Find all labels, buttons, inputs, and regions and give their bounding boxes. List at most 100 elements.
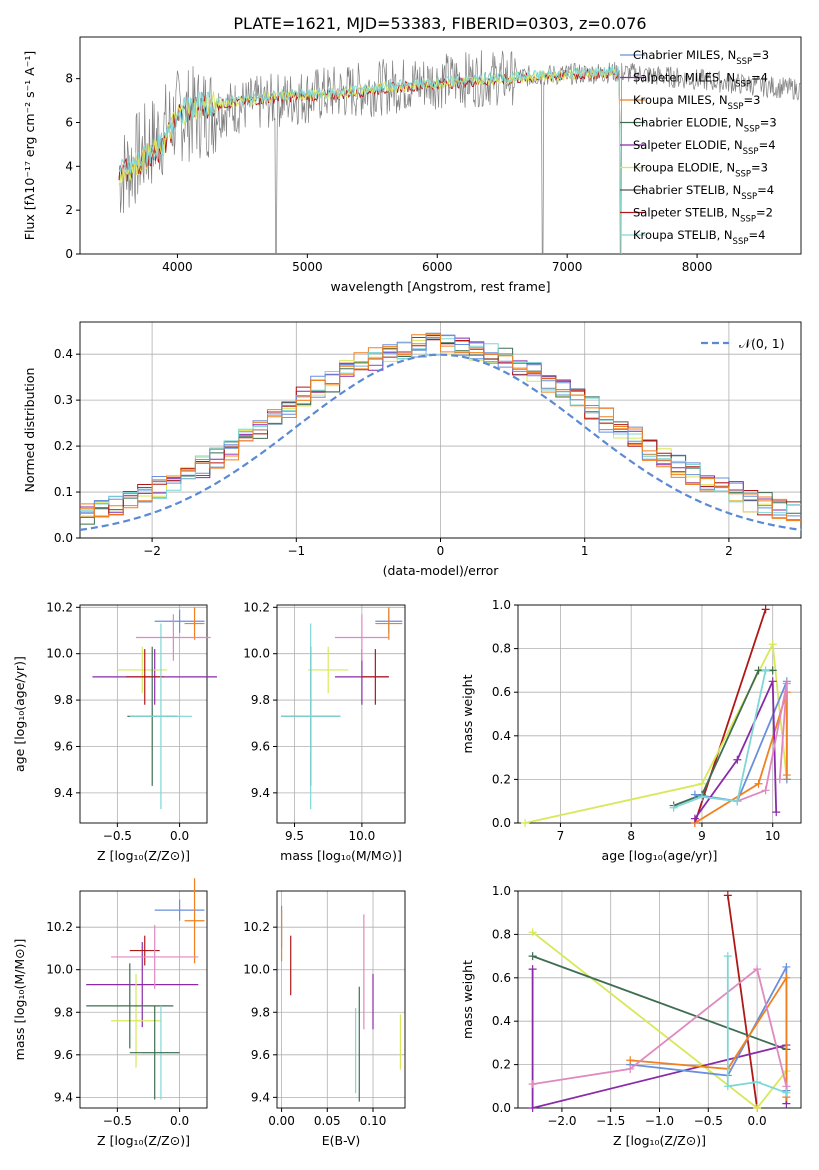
legend-main-6: Chabrier STELIB, N	[633, 183, 741, 197]
spectrum-xtick-label-1: 5000	[292, 260, 323, 274]
residuals-ylabel: Normed distribution	[22, 368, 37, 493]
mass_vs_Z-axes: −0.5 0.0 9.4 9.6 9.8 10.0 10.2 Z [log₁₀(Z/Z⊙)] m…	[12, 890, 208, 1148]
weight_vs_Z-marker-2-0	[528, 952, 537, 961]
weight_vs_Z-marker-7-0	[723, 952, 732, 961]
age_vs_Z-ylabel: age [log₁₀(age/yr)]	[12, 656, 27, 772]
residuals-xtick-label-3: 1	[581, 544, 589, 558]
weight_vs_age-marker-7-2	[733, 797, 742, 806]
mass_vs_EBV-frame	[276, 890, 406, 1109]
legend-main-1: Salpeter MILES, N	[633, 71, 735, 85]
weight_vs_Z-series-6	[532, 967, 788, 1087]
spectrum-ytick-label-2: 4	[65, 159, 73, 173]
legend-sub-4: SSP	[743, 147, 759, 157]
weight_vs_age-xtick-label-3: 10	[765, 829, 780, 843]
mass_vs_Z-ytick-label-3: 10.0	[46, 963, 73, 977]
mass_vs_Z-xlabel: Z [log₁₀(Z/Z⊙)]	[97, 1133, 190, 1148]
age_vs_mass-ytick-label-0: 9.4	[251, 786, 270, 800]
weight_vs_age-marker-5-1	[733, 755, 742, 764]
legend-sub-6: SSP	[741, 192, 757, 202]
mass_vs_EBV-xtick-label-2: 0.10	[360, 1114, 387, 1128]
weight_vs_age-marks	[521, 605, 791, 827]
spectrum-lines	[118, 50, 801, 254]
age_vs_mass-xtick-label-0: 9.5	[285, 829, 304, 843]
age_vs_mass-marks	[281, 607, 403, 810]
mass_vs_EBV-xtick-label-1: 0.05	[314, 1114, 341, 1128]
weight_vs_Z-marker-6-1	[626, 1064, 635, 1073]
weight_vs_age-marker-0-1	[761, 605, 770, 614]
spectrum-legend-label-0: Chabrier MILES, NSSP=3	[633, 48, 769, 67]
weight_vs_age-marker-6-2	[782, 679, 791, 688]
spectrum-legend-label-7: Salpeter STELIB, NSSP=2	[633, 206, 773, 225]
panels: 4000 5000 6000 7000 8000 0 2 4 6 8 wavelength [Ang…	[12, 36, 802, 1148]
legend-main-2: Kroupa MILES, N	[633, 93, 728, 107]
residuals-axes: −2 −1 0 1 2 0.0 0.1 0.2 0.3 0.4 (data-model)/error…	[22, 321, 802, 578]
weight_vs_age-ytick-label-1: 0.2	[492, 772, 511, 786]
legend-suffix-1: =4	[751, 71, 768, 85]
weight_vs_age-series-1	[524, 641, 788, 824]
weight_vs_Z-ylabel: mass weight	[460, 960, 475, 1039]
weight_vs_age-marker-2-3	[768, 666, 777, 675]
spectrum-xtick-label-3: 7000	[552, 260, 583, 274]
legend-main-5: Kroupa ELODIE, N	[633, 161, 735, 175]
weight_vs_age-marker-7-1	[697, 792, 706, 801]
spectrum-legend-label-3: Chabrier ELODIE, NSSP=3	[633, 116, 777, 135]
weight_vs_Z-marker-0-0	[723, 891, 732, 900]
weight_vs_age-marker-1-0	[521, 819, 530, 827]
weight_vs_age-xtick-label-1: 8	[627, 829, 635, 843]
weight_vs_Z-ytick-label-3: 0.6	[492, 971, 511, 985]
spectrum-ytick-label-1: 2	[65, 203, 73, 217]
residuals-ytick-label-0: 0.0	[54, 531, 73, 545]
age_vs_Z-xtick-label-0: −0.5	[103, 829, 132, 843]
spectrum-legend-label-8: Kroupa STELIB, NSSP=4	[633, 228, 765, 247]
mass_vs_EBV-ytick-label-4: 10.2	[243, 920, 270, 934]
spectrum-legend-label-2: Kroupa MILES, NSSP=3	[633, 93, 760, 112]
weight_vs_Z-ytick-label-0: 0.0	[492, 1101, 511, 1115]
mass_vs_Z-ytick-label-4: 10.2	[46, 920, 73, 934]
weight_vs_Z-ytick-label-5: 1.0	[492, 884, 511, 898]
weight_vs_age-marker-1-2	[768, 640, 777, 649]
spectrum-ytick-label-4: 8	[65, 72, 73, 86]
residuals-xtick-label-0: −2	[143, 544, 161, 558]
mass_vs_EBV-ytick-label-3: 10.0	[243, 963, 270, 977]
weight_vs_age-ytick-label-0: 0.0	[492, 816, 511, 830]
legend-suffix-3: =3	[760, 116, 777, 130]
weight_vs_age-ytick-label-5: 1.0	[492, 598, 511, 612]
residuals-xtick-label-1: −1	[287, 544, 305, 558]
weight_vs_age-frame	[517, 604, 802, 824]
spectrum-ytick-label-3: 6	[65, 115, 73, 129]
age_vs_mass-ytick-label-2: 9.8	[251, 693, 270, 707]
legend-main-4: Salpeter ELODIE, N	[633, 138, 743, 152]
weight_vs_age-marker-1-1	[697, 779, 706, 788]
age_vs_Z-xtick-label-1: 0.0	[170, 829, 189, 843]
weight_vs_age-series-7	[673, 670, 767, 809]
residuals-ytick-label-3: 0.3	[54, 393, 73, 407]
weight_vs_Z-marks	[528, 891, 791, 1112]
mass_vs_EBV-ytick-label-2: 9.8	[251, 1005, 270, 1019]
mass_vs_EBV-marks	[280, 905, 402, 1102]
residuals-xtick-label-4: 2	[725, 544, 733, 558]
weight_vs_Z-series-7	[726, 956, 787, 1094]
mass_vs_EBV-xlabel: E(B-V)	[322, 1133, 361, 1148]
legend-suffix-0: =3	[752, 48, 769, 62]
mass_vs_Z-frame	[79, 890, 208, 1109]
spectrum-ytick-label-0: 0	[65, 247, 73, 261]
legend-suffix-5: =3	[751, 161, 768, 175]
age_vs_mass-ytick-label-1: 9.6	[251, 739, 270, 753]
residuals-xlabel: (data-model)/error	[383, 563, 500, 578]
weight_vs_Z-marker-5-0	[626, 1056, 635, 1065]
weight_vs_age-ylabel: mass weight	[460, 674, 475, 753]
mass_vs_EBV-ytick-label-1: 9.6	[251, 1048, 270, 1062]
weight_vs_Z-marker-5-2	[782, 973, 791, 982]
legend-suffix-2: =3	[743, 93, 760, 107]
weight_vs_Z-marker-3-1	[528, 1104, 537, 1112]
legend-sub-1: SSP	[735, 80, 751, 90]
residuals-xtick-label-2: 0	[437, 544, 445, 558]
weight_vs_age-marker-5-3	[772, 808, 781, 817]
weight_vs_age-marker-3-0	[690, 790, 699, 799]
legend-main-0: Chabrier MILES, N	[633, 48, 736, 62]
weight_vs_age-ytick-label-4: 0.8	[492, 642, 511, 656]
age_vs_mass-ytick-label-4: 10.2	[243, 600, 270, 614]
residuals-gaussian	[79, 353, 802, 531]
residuals-ytick-label-4: 0.4	[54, 347, 73, 361]
residuals-legend-label: 𝒩(0, 1)	[739, 336, 785, 351]
